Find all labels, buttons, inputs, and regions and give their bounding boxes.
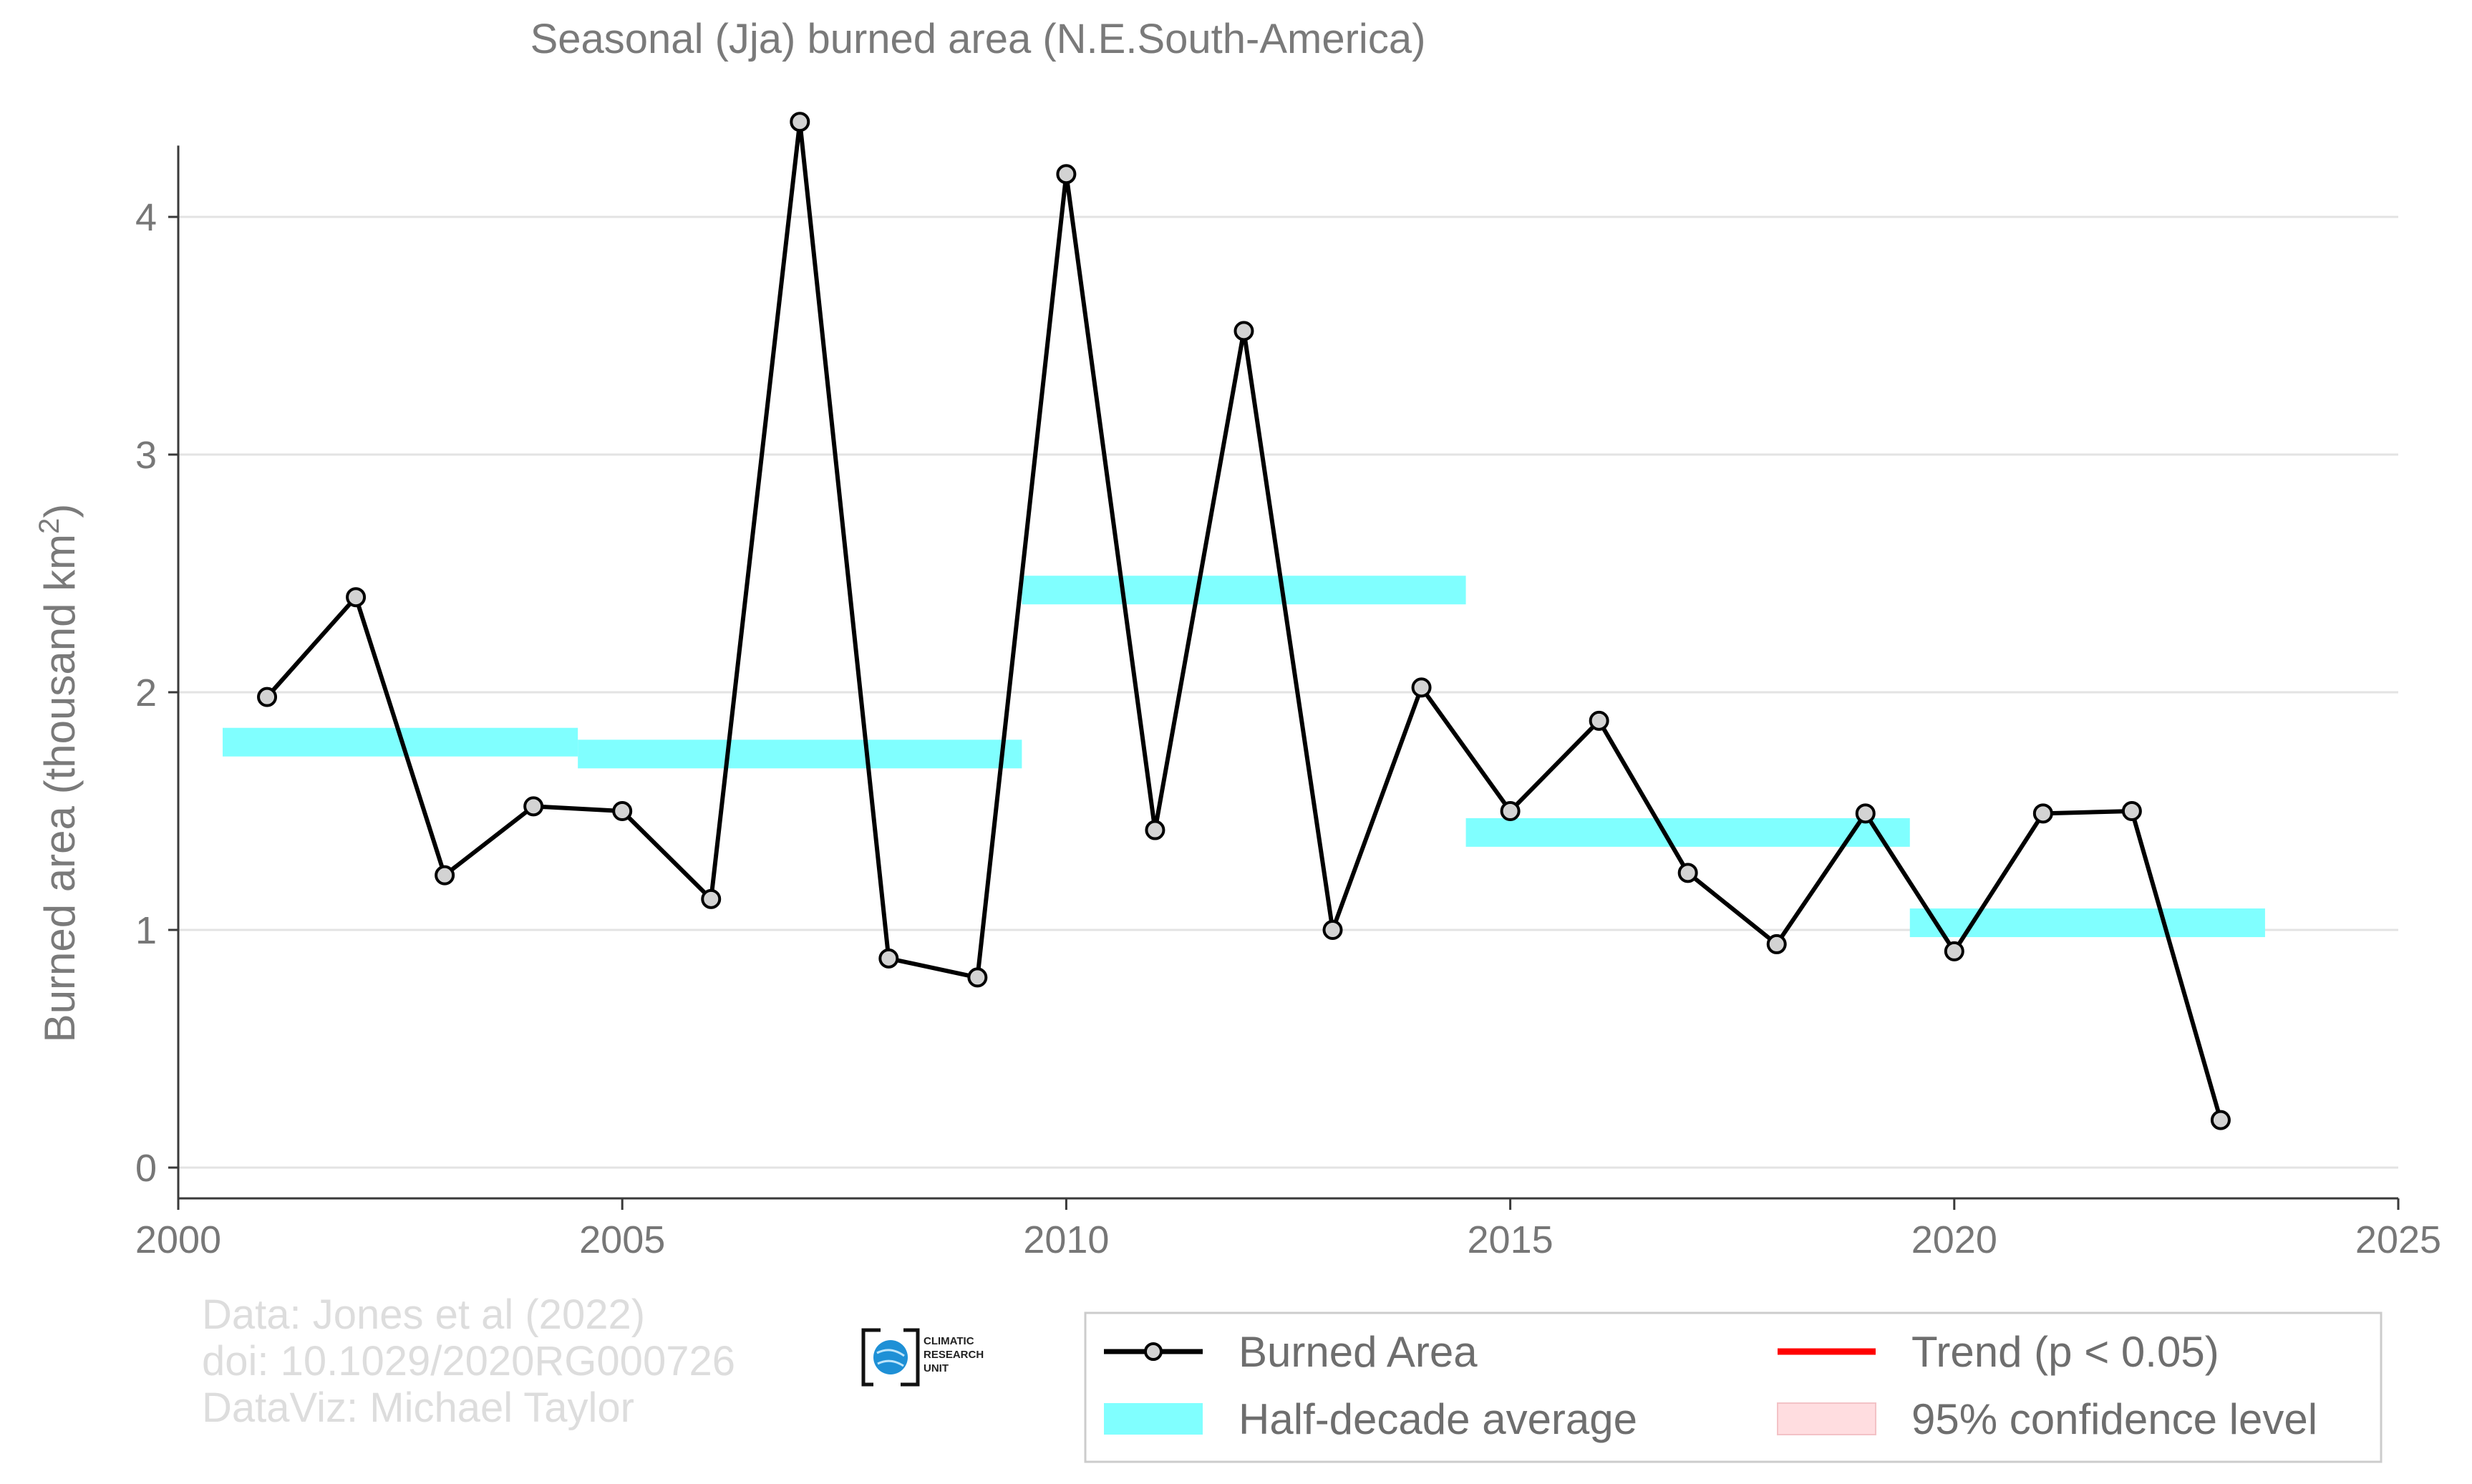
y-axis-label: Burned area (thousand km2) — [34, 504, 84, 1043]
credit-data: Data: Jones et al (2022) — [202, 1291, 645, 1338]
x-tick-label-2025: 2025 — [2355, 1218, 2441, 1261]
y-tick-label-2: 2 — [135, 671, 157, 714]
legend-label-half-decade: Half-decade average — [1239, 1395, 1637, 1443]
data-point-2018 — [1766, 933, 1787, 954]
legend-burned-area-marker — [1144, 1342, 1163, 1361]
legend-label-trend: Trend (p < 0.05) — [1911, 1328, 2219, 1376]
credit-dataviz: DataViz: Michael Taylor — [202, 1384, 634, 1431]
data-point-2022 — [2121, 801, 2142, 821]
grid-lines — [178, 215, 2398, 1169]
data-point-2010 — [1056, 164, 1077, 185]
data-point-2013 — [1322, 920, 1343, 940]
legend-label-burned-area: Burned Area — [1239, 1328, 1478, 1376]
burned-area-line — [265, 120, 2223, 1121]
y-tick-label-4: 4 — [135, 196, 157, 239]
data-point-2002 — [346, 587, 367, 608]
y-axis-label-superscript: 2 — [34, 518, 65, 534]
logo-bracket-left — [861, 1328, 881, 1387]
data-point-2003 — [435, 865, 455, 886]
legend-half-decade-swatch — [1104, 1403, 1203, 1435]
logo-text-3: UNIT — [924, 1362, 949, 1374]
legend-label-confidence: 95% confidence level — [1911, 1395, 2317, 1443]
data-point-2011 — [1145, 820, 1165, 840]
data-point-2001 — [257, 687, 278, 707]
y-axis-label-close: ) — [36, 504, 84, 518]
x-tick-label-2005: 2005 — [579, 1218, 665, 1261]
half-decade-band-4 — [1909, 908, 2265, 938]
data-point-2014 — [1411, 677, 1432, 698]
legend-box — [1084, 1311, 2383, 1463]
logo-text-2: RESEARCH — [924, 1349, 984, 1361]
credits: Data: Jones et al (2022) doi: 10.1029/20… — [202, 1291, 735, 1431]
data-point-2017 — [1677, 863, 1698, 883]
half-decade-bands — [223, 576, 2265, 938]
data-point-2006 — [701, 888, 722, 909]
x-tick-label-2015: 2015 — [1468, 1218, 1554, 1261]
data-point-2016 — [1589, 710, 1609, 731]
y-tick-label-3: 3 — [135, 434, 157, 477]
axes: 0 1 2 3 4 2000 2005 2010 2015 2020 2025 — [135, 145, 2441, 1261]
y-tick-label-0: 0 — [135, 1147, 157, 1190]
x-tick-label-2010: 2010 — [1023, 1218, 1109, 1261]
legend-confidence-swatch — [1777, 1402, 1876, 1435]
data-point-2009 — [967, 967, 988, 988]
data-point-2012 — [1233, 321, 1254, 341]
data-point-2004 — [523, 796, 544, 817]
half-decade-band-2 — [1022, 576, 1466, 605]
data-point-2019 — [1855, 803, 1876, 824]
data-point-2021 — [2032, 803, 2053, 824]
data-point-2005 — [612, 801, 633, 821]
half-decade-band-1 — [578, 739, 1022, 769]
logo-bracket-right — [901, 1328, 920, 1387]
data-point-2015 — [1500, 801, 1521, 821]
data-point-2007 — [790, 112, 810, 132]
data-point-2020 — [1944, 941, 1964, 961]
credit-doi: doi: 10.1029/2020RG000726 — [202, 1338, 735, 1384]
y-tick-label-1: 1 — [135, 909, 157, 952]
y-axis-label-main: Burned area (thousand km — [36, 534, 84, 1042]
burned-area-series — [257, 112, 2231, 1130]
globe-icon — [873, 1340, 908, 1374]
data-point-2008 — [878, 948, 899, 969]
data-point-2023 — [2210, 1110, 2231, 1130]
chart-title: Seasonal (Jja) burned area (N.E.South-Am… — [530, 16, 1426, 62]
logo-text-1: CLIMATIC — [924, 1335, 974, 1347]
x-tick-label-2020: 2020 — [1911, 1218, 1997, 1261]
half-decade-band-3 — [1465, 818, 1910, 847]
x-tick-label-2000: 2000 — [135, 1218, 221, 1261]
legend: Burned Area Trend (p < 0.05) Half-decade… — [1084, 1311, 2383, 1463]
cru-logo: CLIMATIC RESEARCH UNIT — [861, 1328, 984, 1387]
